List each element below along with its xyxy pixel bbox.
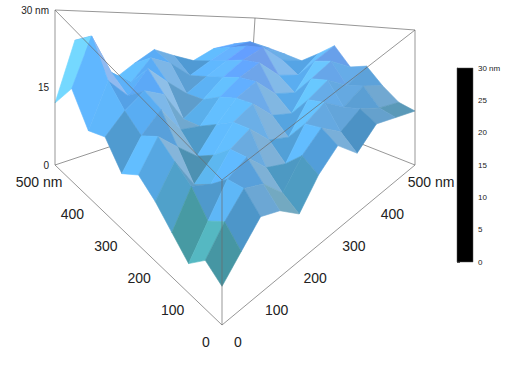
svg-text:500 nm: 500 nm xyxy=(16,174,63,190)
svg-text:10: 10 xyxy=(478,193,487,202)
svg-text:200: 200 xyxy=(128,270,152,286)
svg-text:300: 300 xyxy=(342,238,366,254)
svg-text:300: 300 xyxy=(94,238,118,254)
svg-text:15: 15 xyxy=(478,161,487,170)
svg-text:0: 0 xyxy=(202,334,210,350)
svg-text:200: 200 xyxy=(304,270,328,286)
svg-text:400: 400 xyxy=(61,206,85,222)
svg-text:400: 400 xyxy=(381,206,405,222)
svg-text:15: 15 xyxy=(38,82,50,93)
svg-text:30 nm: 30 nm xyxy=(478,64,501,73)
svg-text:0: 0 xyxy=(43,160,49,171)
svg-text:30 nm: 30 nm xyxy=(21,5,49,16)
svg-text:500 nm: 500 nm xyxy=(408,174,455,190)
svg-text:20: 20 xyxy=(478,128,487,137)
svg-text:5: 5 xyxy=(478,225,483,234)
svg-text:25: 25 xyxy=(478,96,487,105)
svg-text:100: 100 xyxy=(265,302,289,318)
svg-text:0: 0 xyxy=(234,334,242,350)
svg-text:100: 100 xyxy=(161,302,185,318)
svg-text:0: 0 xyxy=(478,258,483,267)
